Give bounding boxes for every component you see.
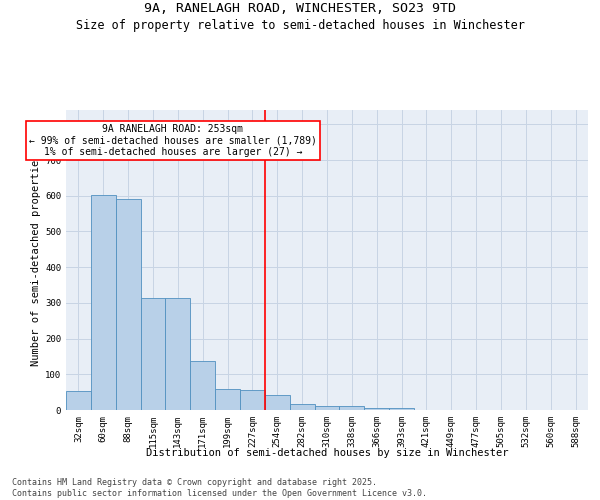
Bar — [314, 406, 340, 410]
Bar — [66, 392, 91, 410]
Bar — [140, 298, 166, 410]
Text: 9A, RANELAGH ROAD, WINCHESTER, SO23 9TD: 9A, RANELAGH ROAD, WINCHESTER, SO23 9TD — [144, 2, 456, 16]
Bar — [265, 395, 290, 410]
Text: 9A RANELAGH ROAD: 253sqm
← 99% of semi-detached houses are smaller (1,789)
1% of: 9A RANELAGH ROAD: 253sqm ← 99% of semi-d… — [29, 124, 317, 158]
Bar — [389, 408, 414, 410]
Bar — [364, 408, 389, 410]
Bar — [190, 360, 215, 410]
Bar — [166, 298, 190, 410]
Text: Distribution of semi-detached houses by size in Winchester: Distribution of semi-detached houses by … — [146, 448, 508, 458]
Text: Contains HM Land Registry data © Crown copyright and database right 2025.
Contai: Contains HM Land Registry data © Crown c… — [12, 478, 427, 498]
Bar — [240, 390, 265, 410]
Bar — [215, 390, 240, 410]
Bar — [340, 406, 364, 410]
Bar — [290, 404, 314, 410]
Bar — [91, 196, 116, 410]
Bar — [116, 200, 140, 410]
Text: Size of property relative to semi-detached houses in Winchester: Size of property relative to semi-detach… — [76, 19, 524, 32]
Y-axis label: Number of semi-detached properties: Number of semi-detached properties — [31, 154, 41, 366]
